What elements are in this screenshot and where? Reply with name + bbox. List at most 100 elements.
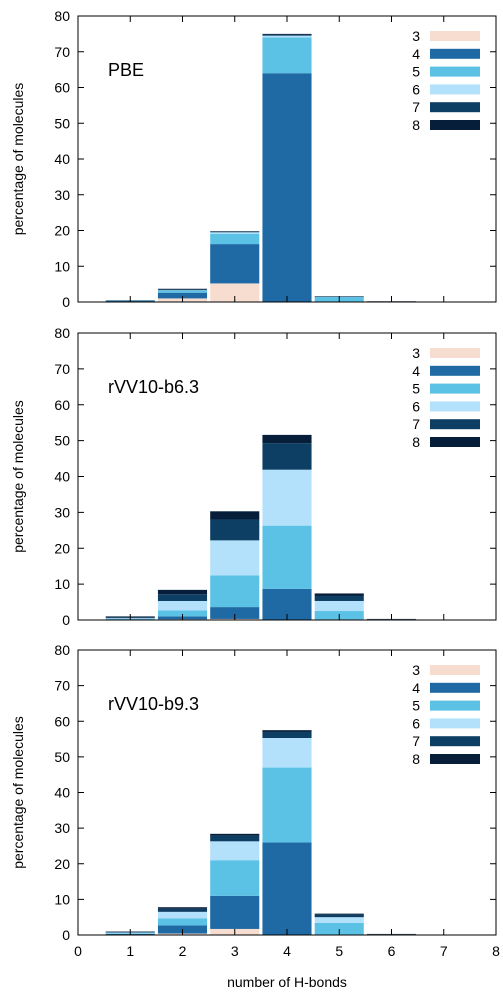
x-tick-label: 7	[440, 943, 448, 959]
y-tick-label: 50	[54, 749, 70, 765]
bar-segment	[262, 525, 312, 589]
bar-segment	[157, 594, 208, 601]
bar-segment	[157, 600, 208, 611]
legend-label: 4	[412, 46, 420, 62]
y-tick-label: 20	[54, 856, 70, 872]
bar-segment	[157, 589, 208, 595]
legend-label: 8	[412, 751, 420, 767]
bar-segment	[210, 519, 260, 541]
bar-segment	[262, 37, 312, 74]
y-tick-label: 20	[54, 223, 70, 239]
legend-swatch	[430, 48, 480, 59]
legend-label: 7	[412, 99, 420, 115]
legend-label: 4	[412, 363, 420, 379]
bar-segment	[262, 35, 312, 38]
y-tick-label: 40	[54, 151, 70, 167]
legend-label: 8	[412, 434, 420, 450]
bar-segment	[314, 593, 364, 596]
legend-swatch	[430, 66, 480, 77]
bar-segment	[262, 469, 312, 526]
panel-title: rVV10-b6.3	[108, 377, 199, 397]
bar-segment	[210, 283, 260, 302]
bar-segment	[157, 292, 208, 299]
bar-segment	[210, 232, 260, 234]
bar-segment	[210, 540, 260, 576]
legend-label: 5	[412, 698, 420, 714]
legend-label: 8	[412, 117, 420, 133]
bar-segment	[314, 922, 364, 935]
bar-segment	[210, 231, 260, 233]
legend-label: 6	[412, 715, 420, 731]
bar-segment	[314, 913, 364, 915]
legend-label: 5	[412, 381, 420, 397]
y-tick-label: 50	[54, 115, 70, 131]
bar-segment	[314, 595, 364, 601]
bar-segment	[157, 610, 208, 617]
y-tick-label: 80	[54, 8, 70, 24]
y-tick-label: 50	[54, 433, 70, 449]
y-tick-label: 40	[54, 469, 70, 485]
x-tick-label: 5	[335, 943, 343, 959]
x-tick-label: 0	[74, 943, 82, 959]
bar-segment	[210, 860, 260, 896]
bar-segment	[210, 575, 260, 608]
legend-label: 3	[412, 662, 420, 678]
bar-segment	[157, 290, 208, 293]
y-tick-label: 70	[54, 678, 70, 694]
y-tick-label: 70	[54, 361, 70, 377]
y-tick-label: 80	[54, 325, 70, 341]
y-tick-label: 60	[54, 80, 70, 96]
bar-segment	[262, 443, 312, 470]
y-tick-label: 20	[54, 540, 70, 556]
bar-segment	[262, 731, 312, 738]
y-tick-label: 10	[54, 576, 70, 592]
panel-title: rVV10-b9.3	[108, 694, 199, 714]
legend-label: 6	[412, 81, 420, 97]
legend-swatch	[430, 120, 480, 130]
y-tick-label: 70	[54, 44, 70, 60]
legend-swatch	[430, 682, 480, 693]
y-tick-label: 30	[54, 504, 70, 520]
bar-segment	[210, 835, 260, 842]
legend-swatch	[430, 84, 480, 95]
x-tick-label: 3	[231, 943, 239, 959]
y-tick-label: 10	[54, 891, 70, 907]
legend-swatch	[430, 665, 480, 675]
bar-segment	[210, 511, 260, 520]
bar-segment	[210, 233, 260, 245]
x-axis-label: number of H-bonds	[227, 974, 347, 990]
y-tick-label: 60	[54, 713, 70, 729]
legend-swatch	[430, 700, 480, 711]
legend-swatch	[430, 419, 480, 430]
y-tick-label: 30	[54, 187, 70, 203]
y-tick-label: 0	[62, 612, 70, 628]
y-axis-label: percentage of molecules	[10, 83, 26, 236]
bar-segment	[262, 33, 312, 35]
legend-swatch	[430, 102, 480, 113]
legend-swatch	[430, 437, 480, 447]
x-tick-label: 1	[126, 943, 134, 959]
bar-segment	[262, 34, 312, 36]
x-tick-label: 4	[283, 943, 291, 959]
legend-swatch	[430, 348, 480, 358]
bar-segment	[314, 914, 364, 918]
y-tick-label: 30	[54, 820, 70, 836]
legend-swatch	[430, 736, 480, 747]
legend-swatch	[430, 31, 480, 41]
bar-segment	[262, 73, 312, 302]
y-tick-label: 60	[54, 397, 70, 413]
legend-swatch	[430, 383, 480, 394]
legend-label: 3	[412, 28, 420, 44]
legend-label: 4	[412, 680, 420, 696]
y-tick-label: 80	[54, 642, 70, 658]
legend-label: 5	[412, 64, 420, 80]
y-tick-label: 0	[62, 294, 70, 310]
bar-segment	[262, 730, 312, 732]
legend-label: 7	[412, 416, 420, 432]
x-tick-label: 8	[492, 943, 500, 959]
x-tick-label: 6	[388, 943, 396, 959]
bar-segment	[210, 244, 260, 284]
y-tick-label: 40	[54, 785, 70, 801]
